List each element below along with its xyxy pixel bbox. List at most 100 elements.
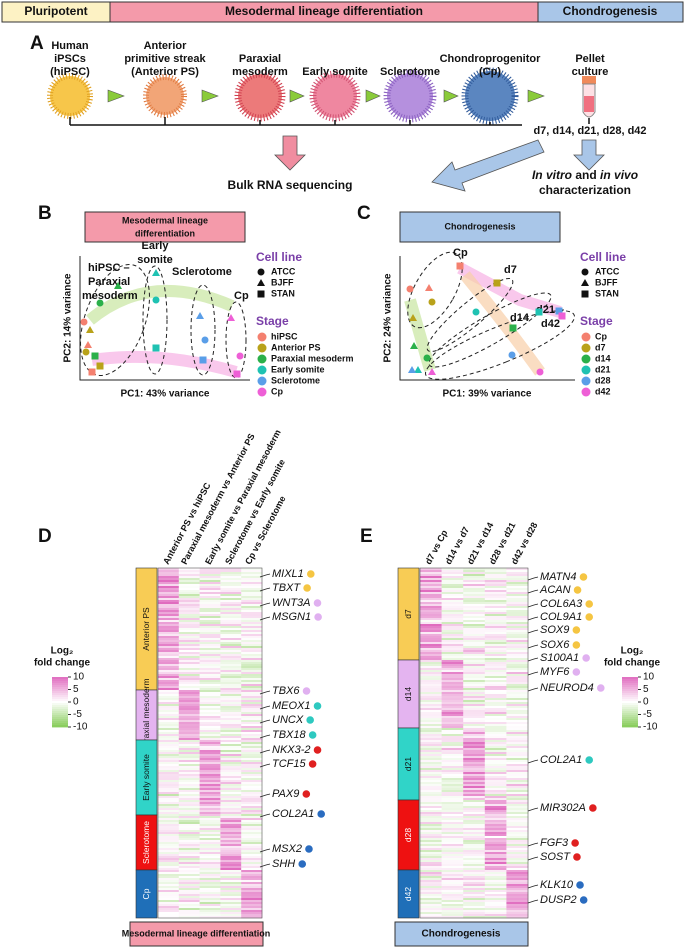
heatmap-cell <box>178 722 200 725</box>
legend-label: STAN <box>271 288 295 298</box>
heatmap-cell <box>178 626 200 629</box>
heatmap-cell <box>199 838 221 841</box>
heatmap-cell <box>463 804 486 807</box>
heatmap-cell <box>178 622 200 625</box>
heatmap-cell <box>241 916 263 919</box>
heatmap-cell <box>158 712 180 715</box>
heatmap-cell <box>484 742 507 745</box>
heatmap-cell <box>420 854 442 857</box>
heatmap-cell <box>420 722 442 725</box>
heatmap-cell <box>199 586 221 589</box>
heatmap-cell <box>178 756 200 759</box>
heatmap-cell <box>463 844 486 847</box>
heatmap-cell <box>484 878 507 881</box>
heatmap-cell <box>506 894 529 897</box>
heatmap-cell <box>178 686 200 689</box>
header-label: Chondrogenesis <box>563 4 658 18</box>
heatmap-cell <box>178 678 200 681</box>
heatmap-cell <box>199 832 221 835</box>
heatmap-cell <box>506 804 529 807</box>
heatmap-cell <box>158 834 180 837</box>
heatmap-cell <box>484 578 507 581</box>
heatmap-cell <box>463 718 486 721</box>
heatmap-cell <box>220 746 242 749</box>
heatmap-cell <box>158 574 180 577</box>
heatmap-cell <box>241 668 263 671</box>
heatmap-cell <box>420 906 442 909</box>
characterization-label: In vitro and in vivo <box>532 168 638 182</box>
heatmap-cell <box>484 808 507 811</box>
heatmap-cell <box>506 720 529 723</box>
heatmap-cell <box>484 764 507 767</box>
gene-leader <box>527 899 539 904</box>
heatmap-cell <box>241 872 263 875</box>
heatmap-cell <box>484 790 507 793</box>
legend-gradient <box>52 717 68 720</box>
heatmap-cell <box>441 674 464 677</box>
heatmap-cell <box>441 672 464 675</box>
heatmap-cell <box>506 606 529 609</box>
heatmap-cell <box>158 616 180 619</box>
heatmap-cell <box>506 874 529 877</box>
heatmap-cell <box>441 844 464 847</box>
heatmap-cell <box>463 692 486 695</box>
heatmap-cell <box>506 906 529 909</box>
heatmap-cell <box>178 690 200 693</box>
legend-title: Stage <box>580 314 613 328</box>
heatmap-cell <box>506 900 529 903</box>
heatmap-cell <box>199 752 221 755</box>
heatmap-cell <box>241 910 263 913</box>
heatmap-cell <box>420 570 442 573</box>
heatmap-cell <box>506 830 529 833</box>
heatmap-cell <box>241 840 263 843</box>
heatmap-cell <box>484 914 507 917</box>
heatmap-cell <box>220 686 242 689</box>
header-label: Mesodermal lineage differentiation <box>225 4 423 18</box>
heatmap-cell <box>241 742 263 745</box>
heatmap-cell <box>158 718 180 721</box>
heatmap-cell <box>506 820 529 823</box>
heatmap-cell <box>158 636 180 639</box>
heatmap-cell <box>484 844 507 847</box>
heatmap-cell <box>241 624 263 627</box>
heatmap-cell <box>441 654 464 657</box>
heatmap-cell <box>420 626 442 629</box>
heatmap-cell <box>463 572 486 575</box>
heatmap-cell <box>420 732 442 735</box>
heatmap-cell <box>506 844 529 847</box>
heatmap-cell <box>463 650 486 653</box>
heatmap-cell <box>506 710 529 713</box>
heatmap-cell <box>463 894 486 897</box>
heatmap-cell <box>178 748 200 751</box>
heatmap-cell <box>484 806 507 809</box>
heatmap-cell <box>241 886 263 889</box>
heatmap-cell <box>199 908 221 911</box>
heatmap-cell <box>441 850 464 853</box>
heatmap-cell <box>441 812 464 815</box>
heatmap-cell <box>220 800 242 803</box>
heatmap-cell <box>420 810 442 813</box>
heatmap-cell <box>506 818 529 821</box>
heatmap-cell <box>241 670 263 673</box>
heatmap-cell <box>484 796 507 799</box>
heatmap-cell <box>484 860 507 863</box>
heatmap-cell <box>199 608 221 611</box>
heatmap-cell <box>484 852 507 855</box>
heatmap-cell <box>178 596 200 599</box>
heatmap-cell <box>484 816 507 819</box>
heatmap-cell <box>220 832 242 835</box>
gene-label: TCF15 <box>272 758 307 770</box>
heatmap-cell <box>199 900 221 903</box>
heatmap-cell <box>199 880 221 883</box>
heatmap-cell <box>220 820 242 823</box>
heatmap-cell <box>158 620 180 623</box>
heatmap-cell <box>241 678 263 681</box>
heatmap-cell <box>506 648 529 651</box>
heatmap-cell <box>241 900 263 903</box>
heatmap-cell <box>220 586 242 589</box>
heatmap-cell <box>441 890 464 893</box>
heatmap-cell <box>220 696 242 699</box>
heatmap-cell <box>241 884 263 887</box>
heatmap-cell <box>241 790 263 793</box>
legend-swatch <box>257 365 267 375</box>
